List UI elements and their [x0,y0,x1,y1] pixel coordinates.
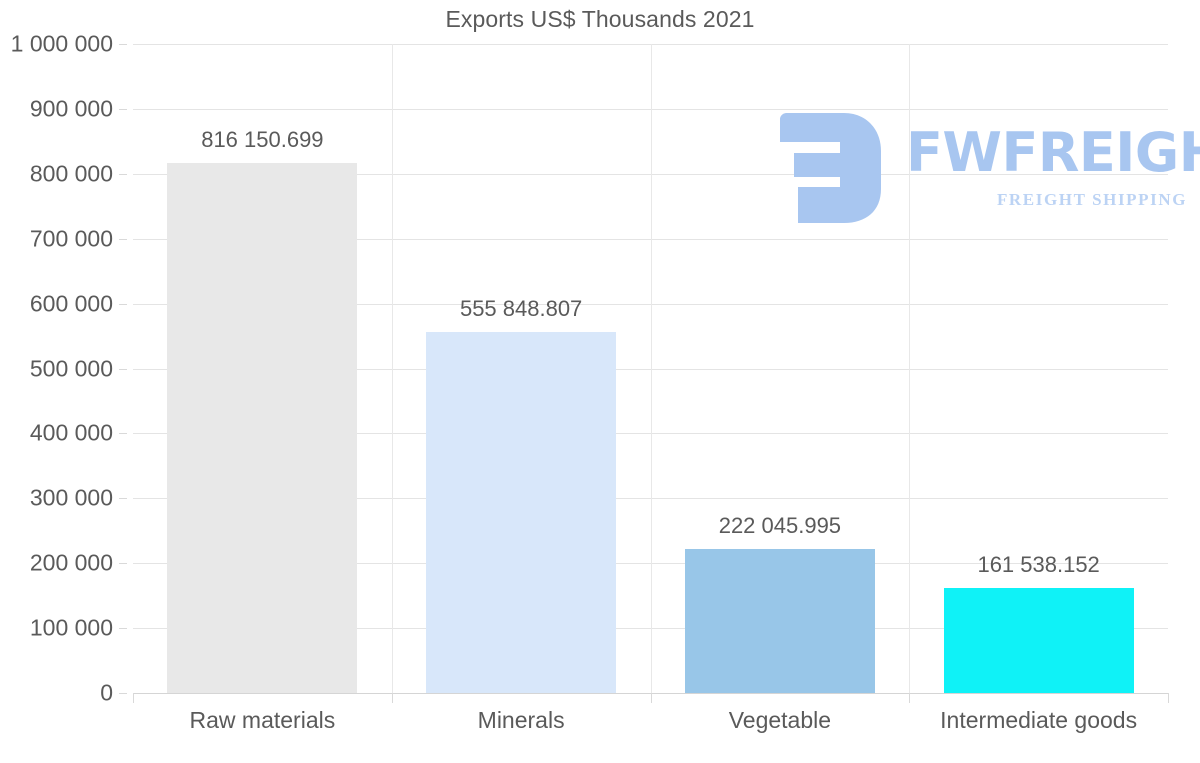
y-axis-tick-mark [119,693,127,694]
gridline [133,628,1168,630]
bar-raw-materials[interactable] [167,163,358,693]
gridline [133,563,1168,565]
x-axis-tick-mark [392,693,393,703]
plot-area: FWFREIGHT FREIGHT SHIPPING 816 150.69955… [133,44,1200,694]
x-axis-tick-mark [133,693,134,703]
y-axis-tick-mark [119,303,127,305]
y-axis-tick-label: 1 000 000 [10,30,113,57]
bars-container [133,44,1168,693]
bar-value-label: 555 848.807 [459,296,583,322]
y-axis: 0 100 000 200 000 300 000 400 000 500 000 600 … [0,31,127,706]
category-separator [392,44,393,693]
y-axis-tick-label: 0 [100,679,113,706]
category-separator [651,44,652,693]
gridline [133,433,1168,435]
x-axis-tick-label: Minerals [477,707,565,733]
bar-minerals[interactable] [426,332,617,693]
y-axis-tick-mark [119,368,127,370]
x-axis: Raw materials Minerals Vegetable Intermedia… [133,693,1169,753]
y-axis-tick-mark [119,498,127,500]
y-axis-tick-label: 700 000 [29,225,113,252]
y-axis-tick-mark [119,563,127,565]
bar-intermediate-goods[interactable] [943,588,1134,693]
horizontal-gridlines [133,44,1168,694]
gridline [133,693,1168,694]
chart-title: Exports US$ Thousands 2021 [445,6,755,32]
vertical-gridlines [133,44,1168,693]
x-axis-tick-mark [1168,693,1169,703]
gridline [133,44,1168,45]
y-axis-tick-mark [119,433,127,435]
bar-value-label: 222 045.995 [718,512,842,538]
y-axis-tick-label: 300 000 [29,484,113,511]
x-axis-tick-label: Vegetable [728,707,832,733]
gridline [133,108,1168,110]
bar-value-label: 161 538.152 [977,552,1100,578]
x-axis-tick-label: Raw materials [189,707,336,733]
y-axis-tick-label: 900 000 [29,95,113,122]
gridline [133,498,1168,500]
bar-vegetable[interactable] [684,548,875,693]
bar-value-labels: 816 150.699 555 848.807 222 045.995 161 538… [133,44,1168,693]
x-axis-tick-mark [909,693,910,703]
category-separator [909,44,910,693]
y-axis-tick-label: 800 000 [29,160,113,187]
gridline [133,368,1168,370]
y-axis-tick-mark [119,238,127,240]
y-axis-tick-mark [119,108,127,110]
y-axis-tick-mark [119,628,127,630]
y-axis-tick-mark [119,44,127,45]
y-axis-tick-label: 400 000 [29,419,113,446]
y-axis-tick-label: 600 000 [29,290,113,317]
y-axis-tick-label: 100 000 [29,614,113,641]
gridline [133,173,1168,175]
bar-value-label: 816 150.699 [201,127,324,153]
y-axis-tick-mark [119,173,127,175]
y-axis-tick-label: 200 000 [29,549,113,576]
x-axis-tick-mark [651,693,652,703]
gridline [133,238,1168,240]
x-axis-tick-label: Intermediate goods [940,707,1138,733]
y-axis-tick-label: 500 000 [29,355,113,381]
gridline [133,303,1168,305]
